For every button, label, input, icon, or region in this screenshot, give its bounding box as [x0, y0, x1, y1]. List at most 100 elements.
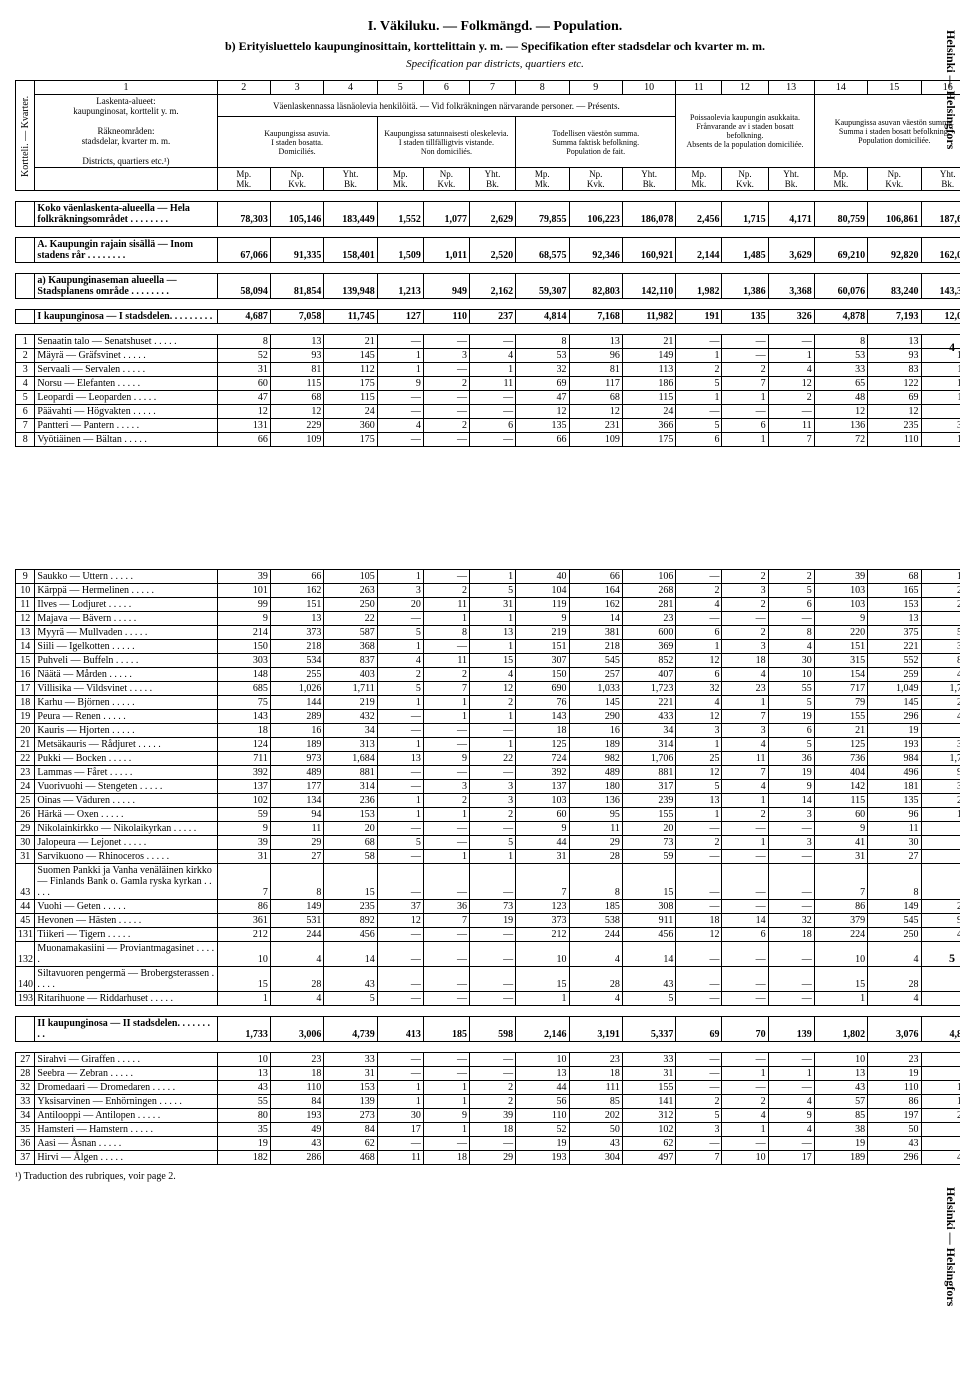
cell: — — [676, 992, 722, 1006]
cell: 104 — [516, 584, 569, 598]
cell: 43 — [622, 967, 675, 992]
cell: 103 — [814, 598, 867, 612]
cell: 545 — [569, 654, 622, 668]
row-number: 1 — [16, 335, 35, 349]
cell: 40 — [516, 570, 569, 584]
cell: — — [377, 391, 423, 405]
row-number: 5 — [16, 391, 35, 405]
cell: 15 — [921, 864, 960, 900]
cell: 158,401 — [324, 238, 377, 263]
cell: 149 — [622, 349, 675, 363]
cell: 73 — [622, 836, 675, 850]
cell: 69 — [868, 391, 921, 405]
row-number: 45 — [16, 914, 35, 928]
row-number: 20 — [16, 724, 35, 738]
cell: 19 — [868, 1067, 921, 1081]
cell: 8 — [814, 335, 867, 349]
cell: 14 — [569, 612, 622, 626]
cell: 7 — [676, 1151, 722, 1165]
cell: 220 — [814, 626, 867, 640]
cell: 50 — [569, 1123, 622, 1137]
cell: 11,982 — [622, 310, 675, 324]
cell: 18 — [469, 1123, 515, 1137]
cell: 34 — [622, 724, 675, 738]
nondomicil-header: Kaupungissa satunnaisesti oleskelevia. I… — [377, 117, 515, 168]
cell: 4 — [768, 1095, 814, 1109]
page-subtitle-italic: Specification par districts, quartiers e… — [15, 58, 960, 70]
cell: 19 — [768, 766, 814, 780]
cell: — — [722, 349, 768, 363]
cell: 373 — [270, 626, 323, 640]
cell: 151 — [814, 640, 867, 654]
row-label: Karhu — Björnen . . . . . — [35, 696, 217, 710]
row-number: 193 — [16, 992, 35, 1006]
cell: 109 — [569, 433, 622, 447]
cell: 193 — [516, 1151, 569, 1165]
cell: — — [469, 864, 515, 900]
cell: 1 — [676, 738, 722, 752]
cell: 135 — [516, 419, 569, 433]
cell: 9 — [814, 822, 867, 836]
cell: 372 — [921, 640, 960, 654]
cell: 39 — [469, 1109, 515, 1123]
cell: 282 — [921, 1109, 960, 1123]
cell: 145 — [868, 696, 921, 710]
cell: 105 — [324, 570, 377, 584]
cell: — — [722, 900, 768, 914]
cell: 14 — [768, 794, 814, 808]
cell: 2 — [722, 570, 768, 584]
cell: 4 — [377, 419, 423, 433]
cell: 127 — [377, 310, 423, 324]
cell: 290 — [569, 710, 622, 724]
cell: 12 — [217, 405, 270, 419]
cell: — — [676, 864, 722, 900]
row-label: Peura — Renen . . . . . — [35, 710, 217, 724]
cell: 113 — [622, 363, 675, 377]
cell: 3,006 — [270, 1017, 323, 1042]
cell: 23 — [722, 682, 768, 696]
cell: 219 — [324, 696, 377, 710]
cell: 1,711 — [324, 682, 377, 696]
cell: 58,094 — [217, 274, 270, 299]
cell: 1,706 — [622, 752, 675, 766]
cell: 182 — [921, 433, 960, 447]
cell: — — [768, 612, 814, 626]
cell: 18 — [722, 654, 768, 668]
cell: 534 — [270, 654, 323, 668]
cell: 68 — [569, 391, 622, 405]
row-label: Vuohi — Geten . . . . . — [35, 900, 217, 914]
cell: 83 — [868, 363, 921, 377]
cell: 9 — [377, 377, 423, 391]
cell: 4 — [722, 1109, 768, 1123]
cell: — — [423, 766, 469, 780]
cell: 149 — [270, 900, 323, 914]
absent-header: Poissaolevia kaupungin asukkaita. Frånva… — [676, 95, 814, 168]
cell: 112 — [324, 363, 377, 377]
cell: 229 — [270, 419, 323, 433]
row-label: Sarvikuono — Rhinoceros . . . . . — [35, 850, 217, 864]
cell: — — [676, 1053, 722, 1067]
cell: 255 — [270, 668, 323, 682]
cell: — — [469, 967, 515, 992]
cell: 10 — [814, 942, 867, 967]
cell: — — [469, 992, 515, 1006]
row-number: 9 — [16, 570, 35, 584]
row-label: Hirvi — Älgen . . . . . — [35, 1151, 217, 1165]
cell: 3 — [768, 808, 814, 822]
cell: 44 — [516, 836, 569, 850]
row-number: 2 — [16, 349, 35, 363]
cell: 4 — [768, 640, 814, 654]
cell: 110 — [423, 310, 469, 324]
cell: 79,855 — [516, 202, 569, 227]
cell: 67,066 — [217, 238, 270, 263]
cell: 21 — [324, 335, 377, 349]
cell: 4 — [377, 654, 423, 668]
cell: 598 — [469, 1017, 515, 1042]
cell: 892 — [324, 914, 377, 928]
cell: 12 — [516, 405, 569, 419]
cell: 189 — [270, 738, 323, 752]
cell: 106 — [622, 570, 675, 584]
cell: 7 — [423, 914, 469, 928]
cell: 531 — [270, 914, 323, 928]
cell: 96 — [868, 808, 921, 822]
